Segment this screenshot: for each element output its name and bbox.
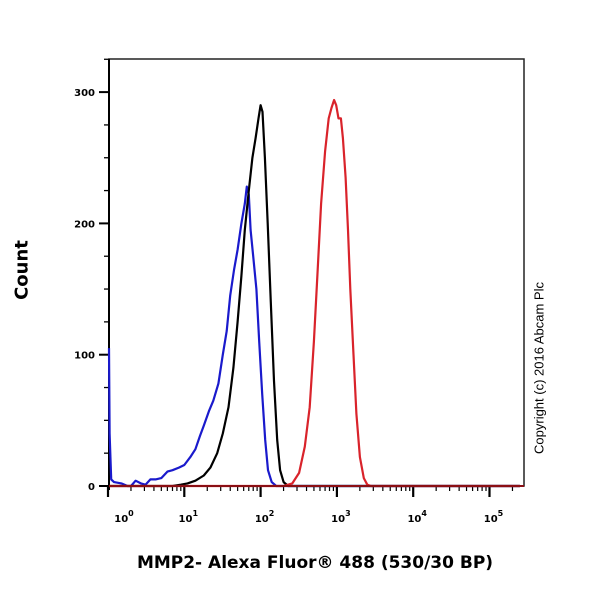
x-tick-label: 104 <box>407 509 427 525</box>
x-axis: 100 101 102 103 104 105 <box>106 486 514 525</box>
x-axis-label: MMP2- Alexa Fluor® 488 (530/30 BP) <box>136 553 494 573</box>
curve-unlabelled-control-blue <box>107 185 520 488</box>
series-curves <box>107 98 520 488</box>
y-axis: 0 100 200 300 <box>74 58 110 493</box>
y-tick-label: 0 <box>88 482 95 493</box>
x-tick-label: 105 <box>484 509 504 525</box>
copyright-annotation: Copyright (c) 2016 Abcam Plc <box>531 282 547 454</box>
x-tick-label: 100 <box>114 509 134 525</box>
y-tick-label: 100 <box>74 351 95 362</box>
y-tick-label: 200 <box>74 219 95 230</box>
y-tick-label: 300 <box>74 88 95 99</box>
curve-mmp-red <box>109 98 520 488</box>
curve-isotype-control-black <box>109 104 520 488</box>
x-tick-label: 101 <box>179 509 199 525</box>
x-tick-label: 102 <box>255 509 275 525</box>
y-axis-label: Count <box>11 240 33 300</box>
x-tick-label: 103 <box>331 509 351 525</box>
